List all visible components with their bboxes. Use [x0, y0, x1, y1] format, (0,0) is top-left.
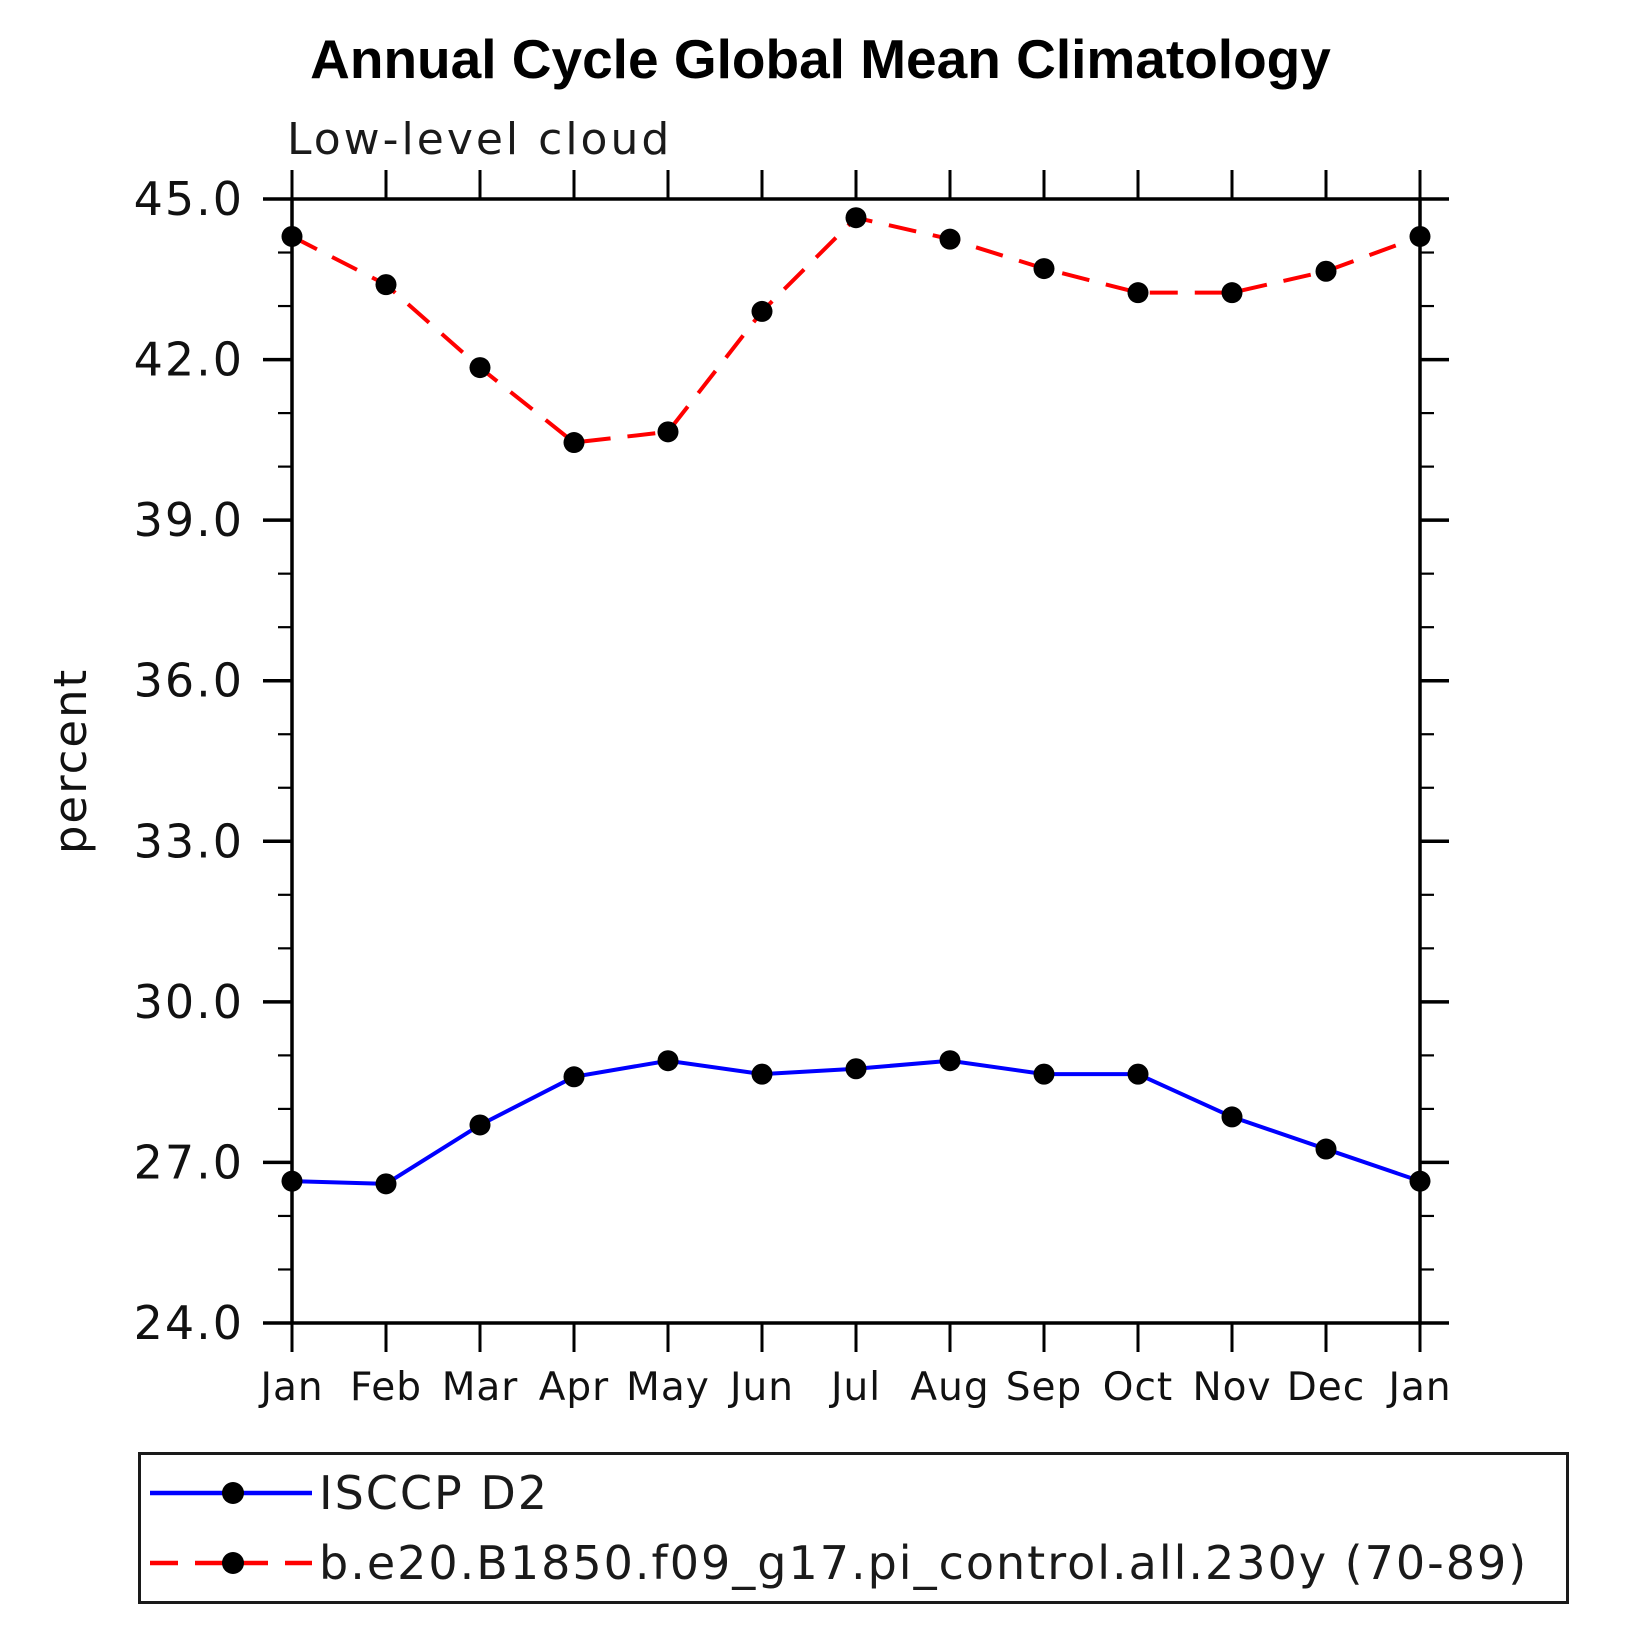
- data-point-marker: [1409, 1170, 1431, 1192]
- data-point-marker: [1221, 282, 1243, 304]
- data-point-marker: [845, 1058, 867, 1080]
- data-point-marker: [1033, 1063, 1055, 1085]
- data-point-marker: [939, 228, 961, 250]
- data-point-marker: [281, 225, 303, 247]
- data-point-marker: [1221, 1106, 1243, 1128]
- plot-frame: [290, 197, 1422, 1325]
- legend-line-sample-dashed: [150, 1552, 312, 1574]
- legend-row-isccp: ISCCP D2: [145, 1465, 549, 1521]
- x-tick-label: Sep: [1006, 1365, 1083, 1410]
- x-tick-label: Aug: [910, 1365, 989, 1410]
- legend-label-model: b.e20.B1850.f09_g17.pi_control.all.230y …: [319, 1536, 1529, 1590]
- data-point-marker: [563, 432, 585, 454]
- x-tick-label: Mar: [442, 1365, 519, 1410]
- x-tick-label: Jan: [1385, 1365, 1451, 1410]
- x-tick-label: Feb: [350, 1365, 422, 1410]
- data-point-marker: [563, 1066, 585, 1088]
- data-point-marker: [751, 300, 773, 322]
- x-tick-label: Nov: [1192, 1365, 1271, 1410]
- chart-title: Annual Cycle Global Mean Climatology: [310, 28, 1331, 90]
- x-tick-label: May: [626, 1365, 710, 1410]
- legend-line-sample-solid: [150, 1482, 312, 1504]
- series-line-model: [291, 215, 1421, 445]
- legend-box: ISCCP D2 b.e20.B1850.f09_g17.pi_control.…: [138, 1452, 1569, 1604]
- y-tick-label: 45.0: [134, 172, 244, 226]
- data-point-marker: [1315, 1138, 1337, 1160]
- x-tick-label: Apr: [539, 1365, 609, 1410]
- y-tick-label: 42.0: [134, 333, 244, 387]
- legend-marker-icon: [222, 1482, 244, 1504]
- x-tick-label: Oct: [1103, 1365, 1173, 1410]
- x-tick-label: Jun: [727, 1365, 794, 1410]
- legend-row-model: b.e20.B1850.f09_g17.pi_control.all.230y …: [145, 1535, 1528, 1591]
- data-point-marker: [469, 1114, 491, 1136]
- data-point-marker: [1127, 282, 1149, 304]
- y-tick-label: 27.0: [134, 1135, 244, 1189]
- data-point-marker: [375, 1173, 397, 1195]
- y-tick-label: 39.0: [134, 493, 244, 547]
- y-tick-label: 33.0: [134, 814, 244, 868]
- x-tick-label: Jul: [828, 1365, 881, 1410]
- chart-subtitle: Low-level cloud: [287, 114, 673, 165]
- data-point-marker: [751, 1063, 773, 1085]
- data-point-marker: [657, 421, 679, 443]
- y-tick-label: 30.0: [134, 975, 244, 1029]
- data-point-marker: [1033, 258, 1055, 280]
- data-point-marker: [845, 207, 867, 229]
- data-point-marker: [1409, 225, 1431, 247]
- data-point-marker: [939, 1050, 961, 1072]
- data-point-marker: [281, 1170, 303, 1192]
- y-tick-label: 36.0: [134, 654, 244, 708]
- x-tick-label: Jan: [257, 1365, 323, 1410]
- data-point-marker: [1127, 1063, 1149, 1085]
- data-point-marker: [469, 357, 491, 379]
- legend-label-isccp: ISCCP D2: [319, 1466, 550, 1520]
- data-point-marker: [657, 1050, 679, 1072]
- data-point-marker: [1315, 260, 1337, 282]
- data-point-marker: [375, 274, 397, 296]
- plot-area: Jan Feb Mar Apr May Jun Jul Aug Sep Oct Nov Dec Jan 2…: [44, 170, 1451, 1410]
- y-axis-title: percent: [44, 668, 97, 854]
- legend-marker-icon: [222, 1552, 244, 1574]
- x-tick-label: Dec: [1287, 1365, 1365, 1410]
- y-tick-label: 24.0: [134, 1296, 244, 1350]
